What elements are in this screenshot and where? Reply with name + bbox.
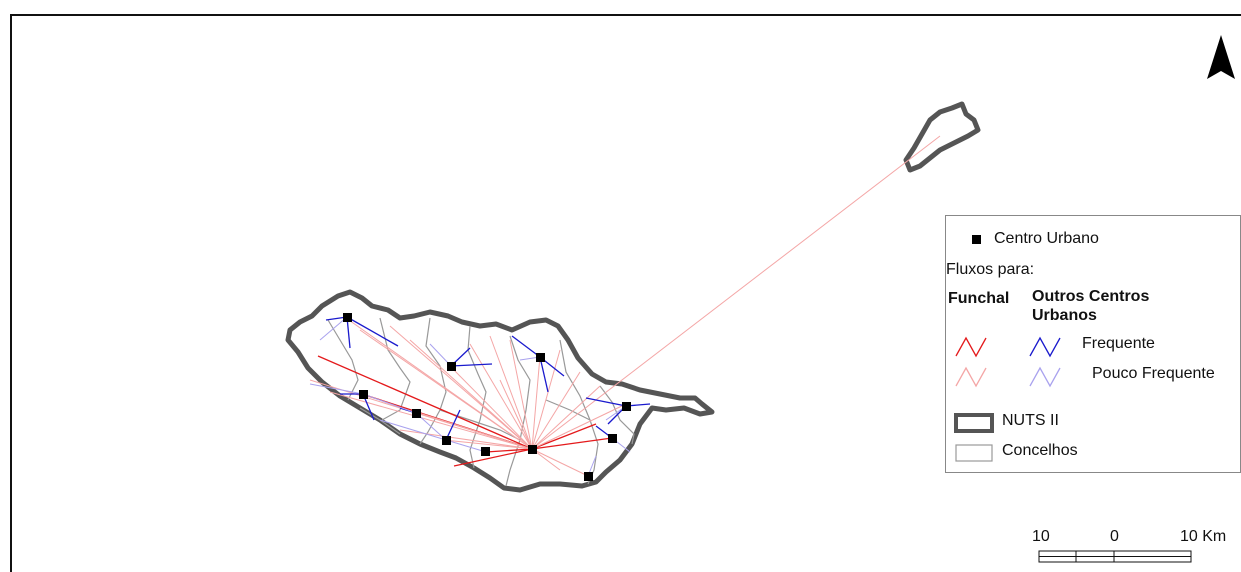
- scale-label-mid: 0: [1110, 528, 1119, 545]
- legend-infrequent: Pouco Frequente: [1092, 365, 1215, 382]
- urban-center-marker: [481, 447, 490, 456]
- funchal-frequent-swatch-icon: [955, 336, 987, 358]
- legend-nuts: NUTS II: [1002, 412, 1059, 429]
- map-legend: Centro Urbano Fluxos para: Funchal Outro…: [945, 215, 1241, 473]
- concelhos-boundaries: [327, 317, 635, 487]
- urban-centers: [343, 313, 631, 481]
- urban-center-marker: [608, 434, 617, 443]
- urban-center-marker-funchal: [528, 445, 537, 454]
- scale-label-right: 10 Km: [1180, 528, 1227, 545]
- legend-other-centers-line2: Urbanos: [1032, 307, 1097, 324]
- urban-center-marker: [447, 362, 456, 371]
- legend-flows-to: Fluxos para:: [946, 261, 1035, 278]
- legend-frequent: Frequente: [1082, 335, 1155, 352]
- urban-center-legend-icon: [972, 235, 981, 244]
- legend-urban-center: Centro Urbano: [994, 230, 1099, 247]
- north-arrow-icon: [1207, 35, 1235, 79]
- map-frame: [10, 14, 1241, 572]
- legend-concelhos: Concelhos: [1002, 442, 1078, 459]
- scale-bar: [1038, 550, 1192, 563]
- other-infrequent-swatch-icon: [1029, 366, 1061, 388]
- urban-center-marker: [622, 402, 631, 411]
- nuts-swatch-icon: [954, 413, 994, 433]
- legend-other-centers-line1: Outros Centros: [1032, 288, 1150, 305]
- legend-funchal-heading: Funchal: [948, 290, 1010, 307]
- madeira-island-outline: [285, 289, 715, 493]
- porto-santo-outline: [903, 101, 981, 173]
- concelhos-swatch-icon: [955, 444, 993, 462]
- funchal-infrequent-swatch-icon: [955, 366, 987, 388]
- urban-center-marker: [536, 353, 545, 362]
- urban-center-marker: [412, 409, 421, 418]
- urban-center-marker: [584, 472, 593, 481]
- scale-label-left: 10: [1032, 528, 1050, 545]
- urban-center-marker: [359, 390, 368, 399]
- urban-center-marker: [343, 313, 352, 322]
- urban-center-marker: [442, 436, 451, 445]
- other-frequent-swatch-icon: [1029, 336, 1061, 358]
